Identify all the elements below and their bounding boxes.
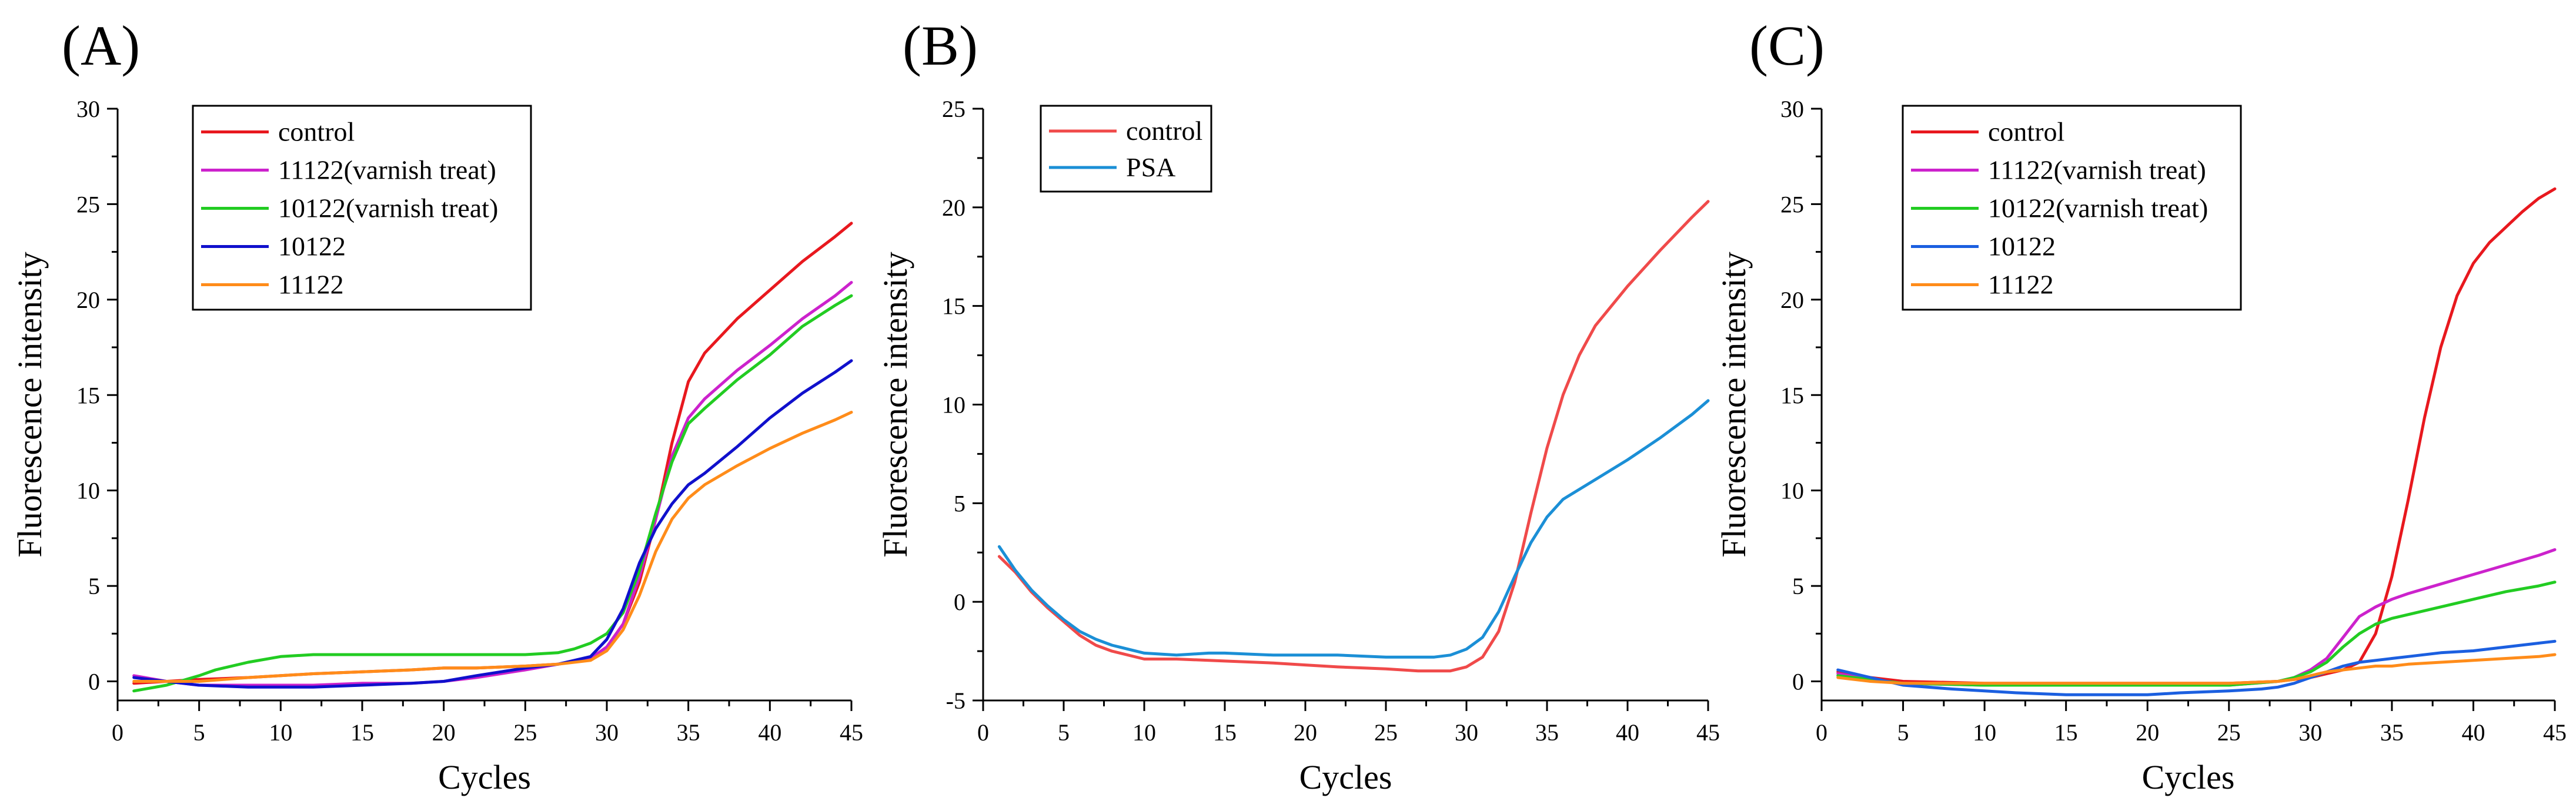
chart-panel-2: (B) 0 5 10 15 20 25 30 35 40 45 -5 0 5 10 15 20 25 Cycles F… [876,14,1720,796]
y-tick-label: 25 [76,191,100,217]
y-tick-label: 25 [1780,191,1804,217]
y-tick-label: 0 [1792,669,1804,695]
legend-label: 10122 [278,232,346,261]
panel-label: (A) [62,14,140,77]
x-tick-label: 35 [677,719,700,746]
x-tick-label: 5 [1897,719,1909,746]
y-tick-label: 20 [76,287,100,313]
y-tick-label: 5 [954,490,965,517]
series-line-10122-varnish-treat- [132,294,853,693]
x-tick-label: 40 [758,719,781,746]
series-line-10122-varnish-treat- [1836,581,2557,687]
x-tick-label: 0 [112,719,123,746]
y-tick-label: 25 [942,96,965,122]
x-tick-label: 5 [1058,719,1070,746]
x-tick-label: 20 [432,719,456,746]
legend-label: 11122 [1988,270,2054,300]
y-tick-label: 15 [942,293,965,320]
legend-label: control [1126,116,1202,146]
series-lines [1836,187,2557,696]
series-lines [997,200,1710,673]
x-tick-label: 10 [269,719,292,746]
legend-label: 10122(varnish treat) [1988,193,2208,223]
x-tick-label: 25 [1374,719,1398,746]
series-line-11122 [1836,653,2557,685]
x-tick-label: 10 [1132,719,1156,746]
x-tick-label: 15 [350,719,374,746]
y-tick-label: 10 [942,392,965,418]
x-tick-label: 30 [2298,719,2322,746]
x-axis-title: Cycles [2142,758,2235,796]
y-tick-label: 30 [1780,96,1804,122]
series-line-10122 [1836,639,2557,696]
x-tick-label: 40 [2461,719,2485,746]
x-tick-label: 20 [1294,719,1317,746]
y-tick-label: 20 [942,195,965,221]
legend-box [1040,105,1212,193]
y-tick-label: -5 [946,688,965,714]
y-tick-label: 5 [1792,573,1804,599]
y-tick-label: 0 [88,669,100,695]
x-axis-title: Cycles [1299,758,1392,796]
series-line-11122-varnish-treat- [1836,548,2557,687]
legend-label: 10122(varnish treat) [278,193,498,223]
series-line-11122-varnish-treat- [132,281,853,687]
chart-panel-3: (C) 0 5 10 15 20 25 30 35 40 45 0 5 10 15 20 25 30 Cycles F… [1715,14,2567,796]
y-tick-label: 5 [88,573,100,599]
y-tick-label: 15 [1780,382,1804,408]
legend-label: control [1988,117,2064,147]
legend-label: control [278,117,355,147]
series-line-10122 [132,359,853,689]
x-tick-label: 15 [1213,719,1237,746]
y-tick-label: 10 [1780,478,1804,504]
y-axis-title: Fluorescence intensity [1715,252,1753,557]
x-tick-label: 10 [1973,719,1996,746]
y-axis-title: Fluorescence intensity [876,252,914,557]
chart-panel-1: (A) 0 5 10 15 20 25 30 35 40 45 0 5 10 15 20 25 30 Cycles F… [11,14,863,796]
x-tick-label: 0 [977,719,989,746]
panel-label: (B) [903,14,978,77]
x-tick-label: 30 [595,719,619,746]
y-tick-label: 15 [76,382,100,408]
x-tick-label: 20 [2136,719,2159,746]
x-tick-label: 35 [1535,719,1559,746]
x-tick-label: 25 [2217,719,2241,746]
x-tick-label: 25 [513,719,537,746]
y-tick-label: 0 [954,589,965,615]
x-tick-label: 45 [2543,719,2567,746]
y-tick-label: 30 [76,96,100,122]
legend-label: 11122(varnish treat) [1988,155,2206,185]
x-tick-label: 15 [2054,719,2078,746]
legend-label: PSA [1126,152,1175,182]
x-tick-label: 45 [840,719,863,746]
series-line-11122 [132,411,853,683]
y-tick-label: 10 [76,478,100,504]
series-line-psa [997,399,1710,659]
legend-label: 11122 [278,270,344,300]
legend-label: 11122(varnish treat) [278,155,496,185]
x-tick-label: 35 [2380,719,2404,746]
y-axis-title: Fluorescence intensity [11,252,49,557]
panel-label: (C) [1749,14,1825,77]
x-tick-label: 0 [1816,719,1827,746]
x-axis-title: Cycles [438,758,531,796]
legend-label: 10122 [1988,232,2056,261]
x-tick-label: 5 [193,719,205,746]
series-line-control [997,200,1710,673]
y-tick-label: 20 [1780,287,1804,313]
x-tick-label: 45 [1696,719,1720,746]
x-tick-label: 40 [1616,719,1639,746]
series-lines [132,222,853,693]
x-tick-label: 30 [1455,719,1478,746]
